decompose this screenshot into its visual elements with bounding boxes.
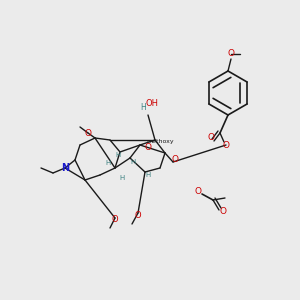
Text: O: O: [227, 50, 235, 58]
Text: O: O: [194, 188, 202, 196]
Text: H: H: [105, 160, 111, 166]
Text: H: H: [119, 175, 124, 181]
Text: H: H: [130, 159, 136, 165]
Text: O: O: [112, 215, 118, 224]
Text: N: N: [61, 163, 69, 173]
Text: O: O: [172, 155, 178, 164]
Text: O: O: [145, 143, 152, 152]
Text: O: O: [220, 208, 226, 217]
Text: O: O: [208, 134, 214, 142]
Text: O: O: [85, 128, 92, 137]
Text: H: H: [146, 172, 151, 178]
Text: H: H: [116, 152, 121, 158]
Text: O: O: [223, 140, 230, 149]
Text: H: H: [140, 103, 146, 112]
Text: O: O: [135, 211, 141, 220]
Text: OH: OH: [146, 98, 158, 107]
Text: methoxy: methoxy: [146, 140, 174, 145]
